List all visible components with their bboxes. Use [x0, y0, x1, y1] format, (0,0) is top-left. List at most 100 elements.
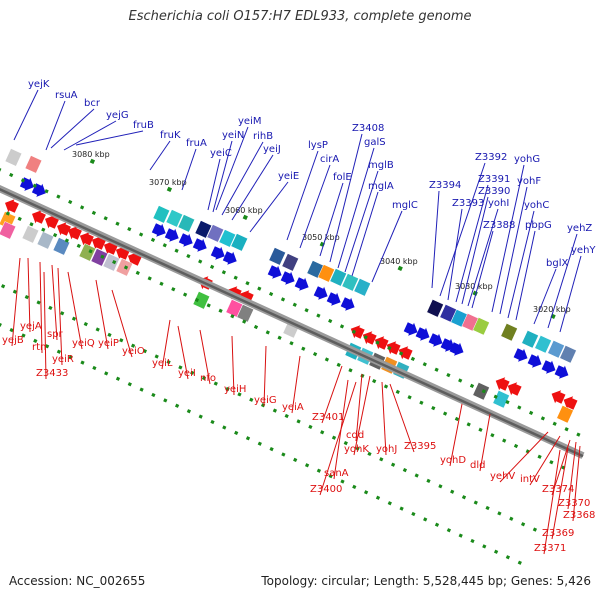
forward-gene-label: yeiM — [238, 116, 261, 127]
forward-gene-label: rsuA — [55, 90, 78, 101]
tick-mark — [190, 370, 195, 375]
tick-mark — [458, 378, 463, 383]
forward-cds-arrow — [541, 360, 556, 374]
tick-mark — [68, 354, 73, 360]
tick-mark — [411, 511, 416, 517]
reverse-cds-arrow — [57, 222, 71, 236]
tick-mark — [115, 221, 120, 226]
tick-mark — [138, 232, 144, 237]
forward-cds-arrow — [326, 292, 341, 306]
tick-mark — [505, 399, 510, 405]
leader-line — [319, 381, 357, 496]
tick-mark — [147, 276, 152, 281]
scale-label: 3040 kbp — [380, 257, 418, 266]
reverse-gene-label: yeiH — [224, 384, 246, 395]
feature-block — [281, 253, 299, 272]
tick-mark — [135, 270, 140, 276]
leader-line — [27, 257, 31, 333]
tick-mark — [107, 332, 112, 338]
feature-block — [556, 405, 574, 424]
feature-block — [521, 330, 539, 349]
leader-line — [45, 100, 66, 151]
tick-mark — [130, 343, 136, 348]
forward-cds-arrow — [294, 277, 309, 291]
tick-mark — [44, 344, 50, 349]
tick-mark — [454, 416, 460, 422]
tick-mark — [399, 506, 404, 511]
leader-line — [491, 164, 525, 313]
forward-cds-arrow — [527, 354, 542, 368]
leader-line — [344, 170, 379, 273]
feature-block — [194, 220, 213, 239]
tick-mark — [253, 324, 259, 330]
tick-mark — [324, 357, 330, 362]
tick-mark — [115, 376, 121, 381]
tick-mark — [493, 394, 498, 399]
tick-mark — [36, 300, 41, 305]
tick-mark — [209, 264, 215, 270]
leader-line — [181, 148, 197, 191]
tick-mark — [56, 194, 61, 199]
tick-mark — [316, 468, 322, 473]
tick-mark — [431, 405, 436, 411]
tick-mark — [470, 538, 475, 544]
tick-mark — [277, 335, 282, 340]
leader-line — [50, 108, 95, 149]
tick-mark — [343, 440, 348, 446]
tick-mark — [410, 356, 416, 362]
tick-mark — [407, 395, 412, 400]
leader-line — [529, 435, 561, 486]
tick-mark — [52, 232, 58, 238]
scale-tick — [242, 214, 248, 221]
tick-mark — [0, 284, 6, 289]
tick-mark — [549, 460, 554, 465]
leader-line — [353, 375, 371, 456]
reverse-cds-arrow — [551, 390, 566, 404]
tick-mark — [284, 413, 289, 419]
tick-mark — [245, 281, 250, 286]
feature-block — [559, 345, 577, 364]
forward-gene-label: yejK — [28, 79, 50, 90]
tick-mark — [564, 427, 569, 432]
leader-line — [319, 182, 344, 257]
tick-mark — [79, 205, 85, 210]
reverse-cds-arrow — [507, 382, 522, 396]
leader-line — [215, 126, 249, 211]
feature-block — [218, 229, 237, 248]
tick-mark — [112, 259, 117, 265]
tick-mark — [186, 253, 191, 259]
forward-cds-arrow — [222, 251, 237, 265]
tick-mark — [194, 297, 200, 303]
forward-gene-label: bglX — [546, 258, 568, 269]
tick-mark — [257, 441, 262, 446]
feature-block — [177, 214, 196, 233]
tick-mark — [88, 249, 93, 254]
tick-mark — [103, 216, 108, 221]
tick-mark — [60, 311, 65, 316]
tick-mark — [355, 446, 360, 451]
scale-tick — [89, 158, 96, 165]
leader-line — [291, 355, 301, 414]
leader-line — [355, 373, 363, 442]
reverse-gene-label: yeiO — [122, 346, 145, 357]
feature-block — [165, 209, 184, 228]
reverse-gene-label: yeiI — [178, 368, 196, 379]
reverse-cds-arrow — [350, 325, 365, 339]
forward-gene-label: bcr — [84, 98, 101, 109]
leader-line — [499, 431, 549, 483]
tick-mark — [150, 237, 156, 243]
feature-block — [21, 225, 40, 244]
tick-mark — [312, 351, 318, 357]
tick-mark — [292, 302, 297, 307]
scale-label: 3060 kbp — [225, 206, 263, 215]
reverse-gene-label: Z3371 — [534, 543, 566, 554]
tick-mark — [348, 368, 353, 373]
scale-label: 3070 kbp — [149, 178, 187, 187]
reverse-cds-arrow — [362, 331, 377, 345]
feature-block — [492, 390, 510, 409]
tick-mark — [434, 522, 440, 527]
tick-mark — [174, 248, 179, 253]
reverse-cds-arrow — [91, 236, 106, 250]
leader-line — [461, 196, 489, 305]
leader-line — [11, 257, 21, 347]
